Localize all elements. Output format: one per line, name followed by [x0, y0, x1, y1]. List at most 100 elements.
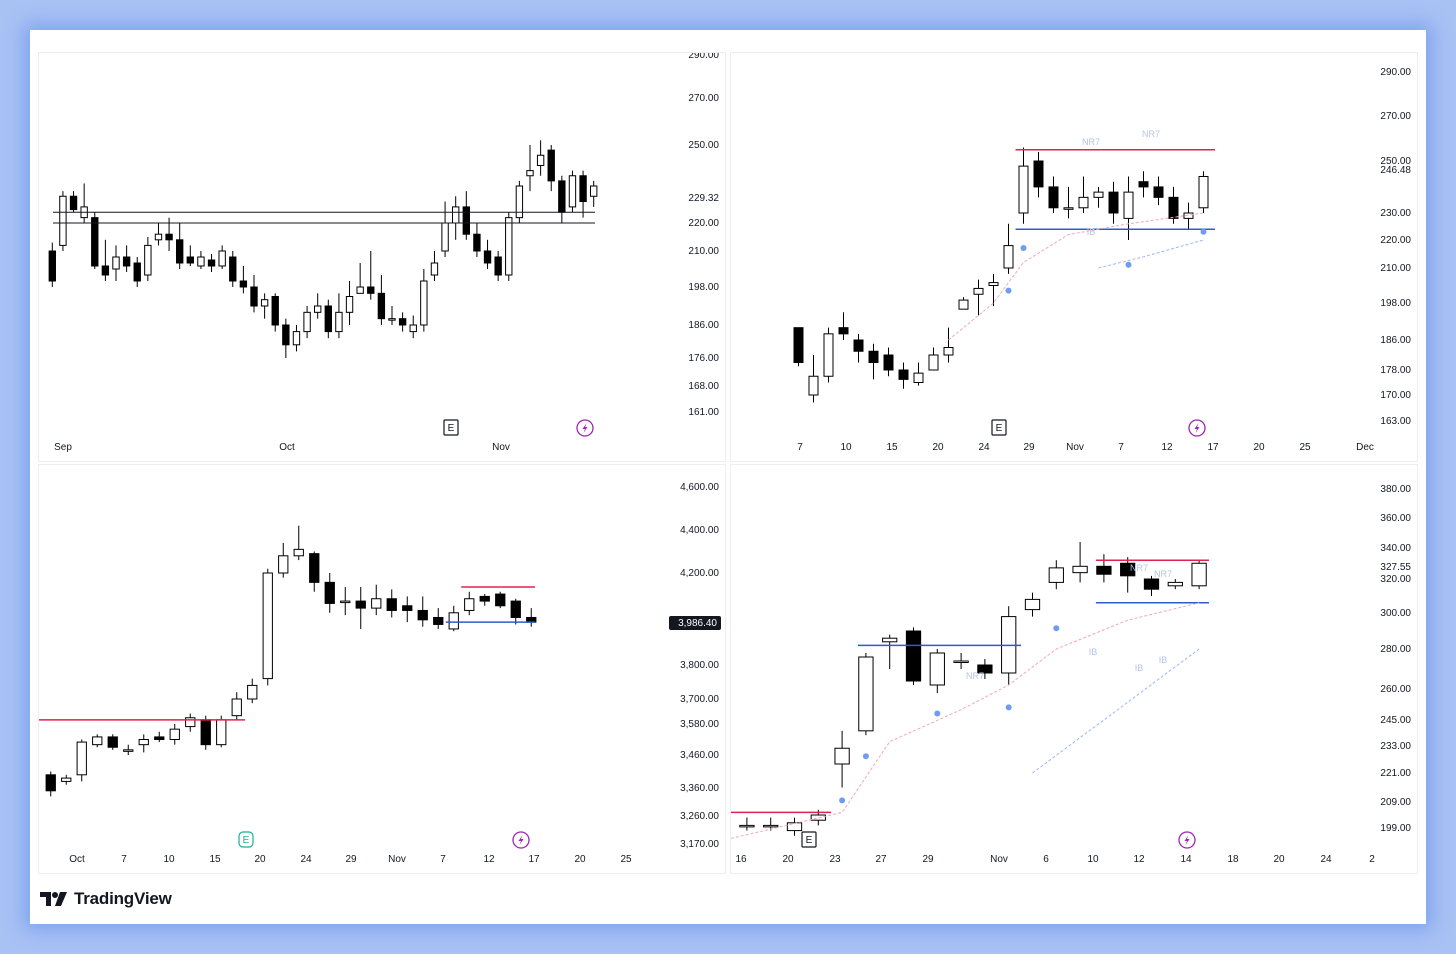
y-tick-label: 270.00 [688, 93, 719, 104]
candle-body [309, 553, 320, 583]
flash-icon-bolt [582, 423, 588, 433]
candle-body [282, 324, 290, 346]
nr7-tag: NR7 [1154, 569, 1172, 579]
x-tick-label: 29 [1023, 442, 1035, 453]
earnings-icon: E [443, 419, 459, 436]
candle-body [1168, 196, 1179, 219]
dividend-flash-icon [1188, 419, 1206, 437]
ib-tag: IB [1159, 655, 1168, 665]
candle-body [420, 280, 428, 326]
earnings-icon-box [991, 419, 1007, 436]
candle-body [61, 777, 72, 782]
y-tick-label: 320.00 [1380, 574, 1411, 585]
candle-body [483, 250, 492, 264]
y-tick-label: 360.00 [1380, 513, 1411, 524]
candle-body [69, 195, 78, 211]
x-tick-label: Nov [492, 442, 510, 453]
candle-body [76, 741, 87, 776]
swing-dot [1005, 287, 1012, 294]
y-tick-label: 198.00 [1380, 298, 1411, 309]
candle-body [355, 600, 366, 609]
candle-body [953, 660, 969, 663]
candle-body [1143, 578, 1160, 590]
chart-panel-bottom-left[interactable]: 4,600.00 4,400.00 4,200.00 3,800.00 3,700.00… [38, 464, 726, 874]
dividend-flash-icon [512, 831, 530, 849]
candle-body [853, 339, 864, 352]
chart-panel-top-left[interactable]: 290.00 270.00 250.00 229.32 220.00 210.00 198.… [38, 52, 726, 462]
candles-group [48, 140, 598, 358]
x-tick-label: 20 [1253, 442, 1265, 453]
candle-body [1153, 186, 1164, 198]
ib-tag: IB [1087, 227, 1096, 237]
candle-body [386, 598, 397, 611]
ib-tag: IB [1135, 663, 1144, 673]
y-tick-label: 246.48 [1380, 165, 1411, 176]
y-tick-label: 229.32 [688, 193, 719, 204]
y-tick-label: 3,800.00 [680, 660, 719, 671]
y-tick-label: 186.00 [688, 320, 719, 331]
candle-body [433, 616, 444, 625]
x-tick-label: 2 [1369, 854, 1375, 865]
candle-body [1024, 598, 1041, 611]
x-tick-label: 20 [254, 854, 266, 865]
chart-panel-top-right[interactable]: 290.00 270.00 250.00 246.48 230.00 220.00 210.… [730, 52, 1418, 462]
candle-body [101, 265, 110, 276]
x-tick-label: 24 [300, 854, 312, 865]
y-tick-label: 210.00 [1380, 263, 1411, 274]
y-tick-label: 340.00 [1380, 543, 1411, 554]
x-tick-label: 29 [345, 854, 357, 865]
x-tick-label: 7 [121, 854, 127, 865]
candle-body [1167, 581, 1183, 587]
candle-body [303, 311, 311, 333]
candle-body [739, 824, 755, 828]
earnings-icon-letter: E [996, 423, 1003, 434]
x-tick-label: 25 [620, 854, 632, 865]
x-tick-label: 24 [1320, 854, 1332, 865]
candle-body [505, 217, 513, 276]
candle-body [763, 824, 779, 828]
tradingview-logo[interactable]: TradingView [40, 888, 172, 910]
y-tick-label: 221.00 [1380, 768, 1411, 779]
swing-dot [1005, 704, 1012, 711]
x-tick-label: Oct [279, 442, 295, 453]
y-tick-label: 220.00 [1380, 235, 1411, 246]
candle-body [547, 149, 555, 182]
candle-body [271, 296, 279, 326]
ib-tag: IB [1089, 647, 1098, 657]
candle-body [590, 185, 598, 197]
flash-icon-bolt [1194, 423, 1200, 433]
candle-body [473, 233, 481, 252]
candle-body [186, 256, 194, 264]
candle-body [144, 244, 152, 276]
candle-body [929, 652, 945, 686]
x-tick-label: 15 [209, 854, 221, 865]
x-tick-label: 25 [1299, 442, 1311, 453]
nr7-tag: NR7 [1130, 563, 1148, 573]
x-tick-label: Oct [69, 854, 85, 865]
chart-panel-bottom-right[interactable]: 380.00 360.00 340.00 327.55 320.00 300.00 280.… [730, 464, 1418, 874]
y-tick-label: 3,170.00 [680, 839, 719, 850]
candle-body [138, 739, 149, 746]
candle-body [464, 598, 475, 611]
candles-group [793, 147, 1209, 403]
candle-body [91, 217, 99, 267]
candle-body [823, 333, 834, 377]
x-tick-label: Nov [388, 854, 406, 865]
y-tick-label: 290.00 [1380, 67, 1411, 78]
y-tick-label: 209.00 [1380, 797, 1411, 808]
y-tick-label: 168.00 [688, 381, 719, 392]
candle-body [371, 598, 382, 609]
nr7-tag: NR7 [966, 671, 984, 681]
flash-icon-bolt [518, 835, 524, 845]
candle-body [169, 728, 180, 740]
candle-body [165, 233, 173, 241]
candle-body [526, 170, 534, 177]
earnings-icon-box [443, 419, 459, 436]
candle-body [448, 612, 459, 630]
earnings-icon-box [801, 831, 817, 848]
candle-body [154, 233, 163, 241]
candle-body [988, 282, 999, 286]
candle-body [1093, 191, 1104, 198]
y-tick-label: 170.00 [1380, 390, 1411, 401]
swing-dot [839, 797, 846, 804]
